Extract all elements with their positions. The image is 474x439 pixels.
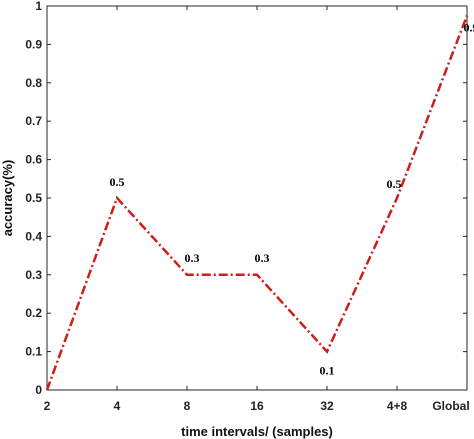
x-tick-label: Global <box>432 399 469 413</box>
data-label: 0.3 <box>255 251 270 265</box>
data-label: 0.1 <box>320 364 335 378</box>
data-label: 0.975 <box>464 21 474 35</box>
y-tick-label: 0.4 <box>25 229 42 243</box>
y-tick-label: 0 <box>35 383 42 397</box>
y-tick-label: 0.3 <box>25 268 42 282</box>
data-label: 0.3 <box>185 251 200 265</box>
y-tick-label: 0.6 <box>25 153 42 167</box>
y-tick-label: 1 <box>35 0 42 13</box>
data-label: 0.5 <box>110 175 125 189</box>
y-tick-label: 0.1 <box>25 345 42 359</box>
x-tick-label: 32 <box>320 399 334 413</box>
y-tick-label: 0.8 <box>25 76 42 90</box>
y-tick-label: 0.2 <box>25 306 42 320</box>
y-axis-label: accuracy(%) <box>0 160 15 237</box>
series-line <box>45 15 469 391</box>
x-axis: 2 4 8 16 32 4+8 Global <box>44 6 470 413</box>
y-tick-label: 0.9 <box>25 37 42 51</box>
x-tick-label: 8 <box>184 399 191 413</box>
plot-area <box>46 5 468 391</box>
x-axis-label: time intervals/ (samples) <box>181 424 333 439</box>
y-axis: 0 0.1 0.2 0.3 0.4 0.5 0.6 0.7 0.8 0.9 1 <box>25 0 467 397</box>
x-tick-label: 2 <box>44 399 51 413</box>
x-tick-label: 4+8 <box>387 399 408 413</box>
y-tick-label: 0.5 <box>25 191 42 205</box>
y-tick-label: 0.7 <box>25 114 42 128</box>
x-tick-label: 16 <box>250 399 264 413</box>
data-label: 0.5 <box>387 177 402 191</box>
x-tick-label: 4 <box>114 399 121 413</box>
data-labels: 0.5 0.3 0.3 0.1 0.5 0.975 <box>110 21 474 378</box>
